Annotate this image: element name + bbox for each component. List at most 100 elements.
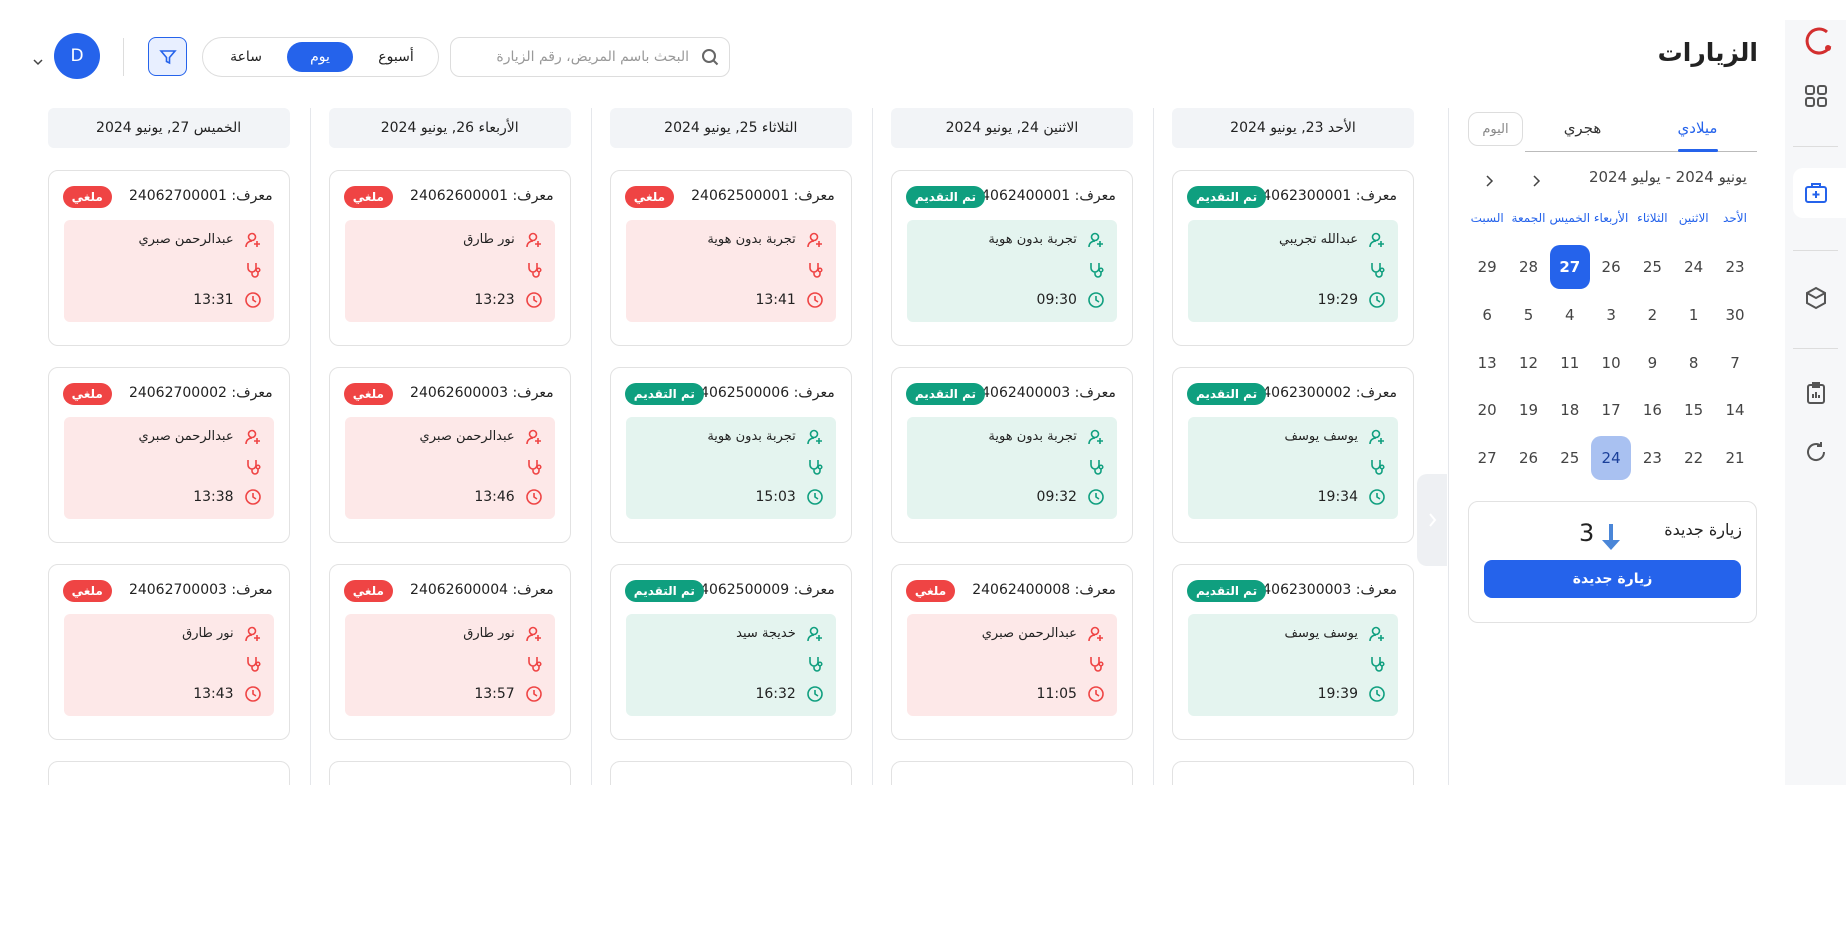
calendar-day[interactable]: 5 xyxy=(1509,293,1549,337)
calendar-day[interactable]: 25 xyxy=(1632,245,1672,289)
sidebar-divider xyxy=(1793,250,1838,251)
visit-id: معرف: 24062500006 xyxy=(691,385,835,401)
calendar-day[interactable]: 12 xyxy=(1509,341,1549,385)
visit-card[interactable]: معرف: 24062400008 ملغي عبدالرحمن صبري 11:05 xyxy=(890,564,1133,740)
visit-card[interactable]: معرف: 24062500001 ملغي تجربة بدون هوية 13:4… xyxy=(609,170,852,346)
calendar-tab[interactable]: ميلادي xyxy=(1677,119,1718,137)
visit-card[interactable]: معرف: 24062400001 تم التقديم تجربة بدون هو… xyxy=(890,170,1133,346)
patient-name: عبدالله تجريبي xyxy=(1278,232,1358,247)
sidebar-divider xyxy=(1793,348,1838,349)
day-number: 26 xyxy=(1601,258,1621,276)
calendar-day[interactable]: 11 xyxy=(1550,341,1590,385)
doctor-icon xyxy=(806,458,824,480)
calendar-day[interactable]: 20 xyxy=(1467,388,1507,432)
calendar-day[interactable]: 27 xyxy=(1467,436,1507,480)
view-tab[interactable]: يوم xyxy=(287,42,353,72)
calendar-day[interactable]: 23 xyxy=(1632,436,1672,480)
visit-card[interactable]: معرف: 24062300003 تم التقديم يوسف يوسف 19:3… xyxy=(1172,564,1414,740)
visit-card[interactable]: معرف: 24062700002 ملغي عبدالرحمن صبري 13:38 xyxy=(47,367,290,543)
doctor-icon xyxy=(525,655,543,677)
calendar-day[interactable]: 26 xyxy=(1509,436,1549,480)
patient-icon xyxy=(806,428,824,450)
column-separator xyxy=(310,108,311,785)
calendar-day[interactable]: 16 xyxy=(1632,388,1672,432)
day-number: 27 xyxy=(1477,449,1497,468)
next-month[interactable] xyxy=(1484,172,1494,191)
visit-card[interactable]: معرف: 24062700003 ملغي نور طارق 13:43 xyxy=(47,564,290,740)
visit-details: عبدالله تجريبي 19:29 xyxy=(1188,220,1398,322)
visit-details: خديجة سيد 16:32 xyxy=(625,614,836,716)
today-button[interactable]: اليوم xyxy=(1468,112,1523,146)
calendar-day[interactable]: 17 xyxy=(1591,388,1631,432)
day-number: 30 xyxy=(1725,305,1745,324)
calendar-day[interactable]: 26 xyxy=(1591,245,1631,289)
visit-card[interactable]: معرف: 24062500009 تم التقديم خديجة سيد 16:3… xyxy=(609,564,852,740)
calendar-day[interactable]: 30 xyxy=(1715,293,1755,337)
avatar[interactable]: D xyxy=(54,33,100,79)
search-box[interactable]: البحث باسم المريض، رقم الزيارة xyxy=(450,37,730,77)
calendar-day[interactable]: 24 xyxy=(1591,436,1632,481)
visit-card[interactable]: معرف: 24062300002 تم التقديم يوسف يوسف 19:3… xyxy=(1172,367,1414,543)
doctor-icon xyxy=(1368,655,1386,677)
visit-id: معرف: 24062600001 xyxy=(410,188,554,204)
new-visit-button[interactable]: زيارة جديدة xyxy=(1484,560,1741,598)
visit-card[interactable]: معرف: 24062600003 ملغي عبدالرحمن صبري 13:46 xyxy=(328,367,571,543)
calendar-day[interactable]: 3 xyxy=(1591,293,1631,337)
time-icon xyxy=(525,488,543,510)
calendar-day[interactable]: 2 xyxy=(1632,293,1672,337)
day-number: 8 xyxy=(1688,353,1699,372)
calendar-day[interactable]: 13 xyxy=(1467,341,1507,385)
calendar-day[interactable]: 19 xyxy=(1509,388,1549,432)
nav-visits[interactable] xyxy=(1804,181,1828,205)
time-icon xyxy=(1368,685,1386,707)
visit-details: يوسف يوسف 19:39 xyxy=(1188,614,1398,716)
view-tab[interactable]: ساعة xyxy=(213,42,279,72)
calendar-tab[interactable]: هجري xyxy=(1563,119,1602,137)
prev-month[interactable] xyxy=(1531,172,1541,191)
visit-card[interactable]: معرف: 24062600004 ملغي نور طارق 13:57 xyxy=(328,564,571,740)
day-number: 14 xyxy=(1725,401,1745,420)
calendar-day[interactable]: 10 xyxy=(1591,341,1631,385)
nav-reports[interactable] xyxy=(1804,381,1828,405)
patient-name: تجربة بدون هوية xyxy=(988,429,1077,444)
new-visit-label: زيارة جديدة xyxy=(1664,520,1742,539)
visit-card[interactable]: معرف: 24062700001 ملغي عبدالرحمن صبري 13:31 xyxy=(47,170,290,346)
visit-card[interactable]: معرف: 24062600001 ملغي نور طارق 13:23 xyxy=(328,170,571,346)
visit-time: 13:23 xyxy=(474,292,515,308)
calendar-day[interactable]: 28 xyxy=(1509,245,1549,289)
calendar-day[interactable]: 4 xyxy=(1550,293,1590,337)
search-icon xyxy=(701,48,719,70)
time-icon xyxy=(806,685,824,707)
collapse-toggle[interactable] xyxy=(1417,474,1447,566)
calendar-day[interactable]: 21 xyxy=(1715,436,1755,480)
doctor-icon xyxy=(806,655,824,677)
visit-id: معرف: 24062400001 xyxy=(972,188,1116,204)
view-tab[interactable]: أسبوع xyxy=(363,42,429,72)
calendar-day[interactable]: 25 xyxy=(1550,436,1590,480)
calendar-day[interactable]: 18 xyxy=(1550,388,1590,432)
calendar-day[interactable]: 15 xyxy=(1674,388,1714,432)
nav-inventory[interactable] xyxy=(1804,286,1828,310)
time-icon xyxy=(1368,488,1386,510)
calendar-day[interactable]: 23 xyxy=(1715,245,1755,289)
calendar-day[interactable]: 22 xyxy=(1674,436,1714,480)
calendar-day[interactable]: 6 xyxy=(1467,293,1507,337)
patient-name: يوسف يوسف xyxy=(1284,429,1359,444)
visit-card[interactable]: معرف: 24062500006 تم التقديم تجربة بدون هو… xyxy=(609,367,852,543)
visit-card[interactable]: معرف: 24062300001 تم التقديم عبدالله تجريب… xyxy=(1172,170,1414,346)
calendar-day[interactable]: 9 xyxy=(1632,341,1672,385)
calendar-day[interactable]: 8 xyxy=(1674,341,1714,385)
day-number: 25 xyxy=(1642,258,1662,276)
visit-card[interactable]: معرف: 24062400003 تم التقديم تجربة بدون هو… xyxy=(890,367,1133,543)
calendar-day[interactable]: 24 xyxy=(1674,245,1714,289)
calendar-day[interactable]: 27 xyxy=(1549,245,1590,289)
calendar-day[interactable]: 14 xyxy=(1715,388,1755,432)
nav-refresh[interactable] xyxy=(1804,440,1828,464)
status-badge: تم التقديم xyxy=(905,383,985,405)
calendar-day[interactable]: 7 xyxy=(1715,341,1755,385)
patient-name: نور طارق xyxy=(182,626,234,641)
doctor-icon xyxy=(525,261,543,283)
calendar-day[interactable]: 1 xyxy=(1674,293,1714,337)
nav-dashboard[interactable] xyxy=(1804,84,1828,108)
calendar-day[interactable]: 29 xyxy=(1467,245,1507,289)
